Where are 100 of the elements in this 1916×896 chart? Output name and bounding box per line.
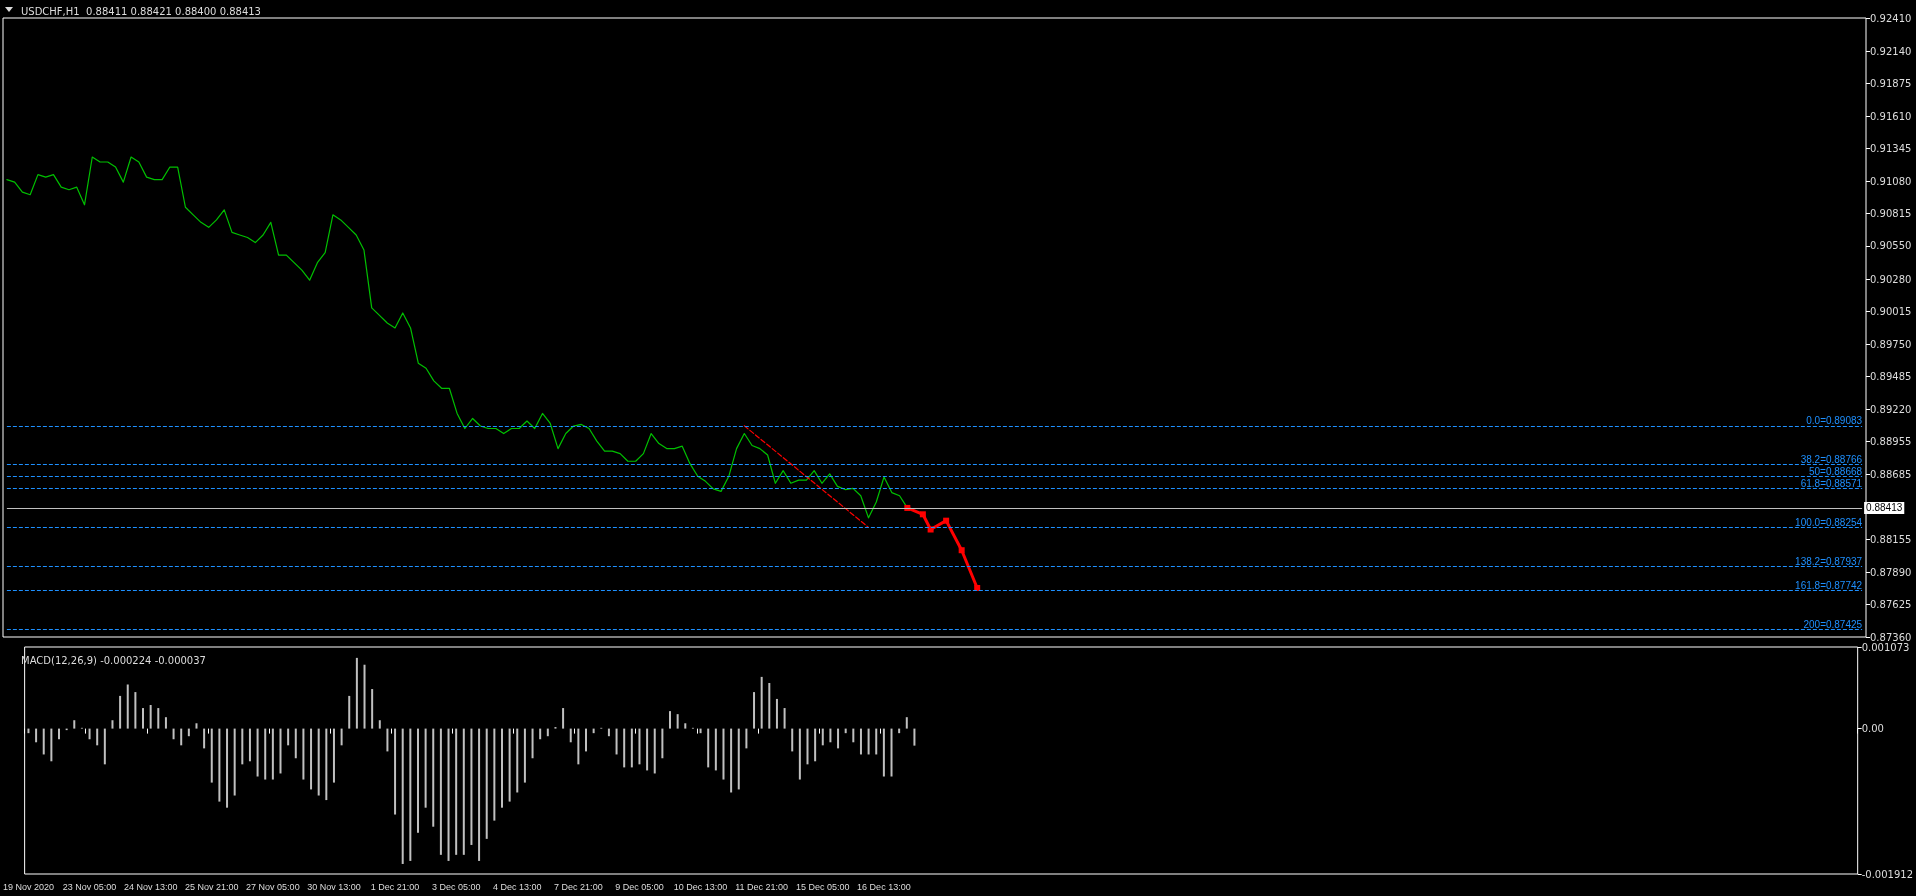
bar [676, 714, 679, 729]
ref-line-label: 100.0=0.88254 [1795, 516, 1863, 528]
y-tick-label: 0.92140 [1870, 45, 1912, 57]
bar [760, 676, 763, 729]
y-tick-label: 0.00 [1861, 723, 1884, 735]
y-tick-label: 0.92410 [1870, 12, 1912, 24]
bar [325, 728, 328, 801]
bar [707, 728, 710, 768]
ref-line-label: 161.8=0.87742 [1795, 579, 1863, 591]
bar [730, 728, 733, 793]
bar [226, 728, 229, 808]
bar [905, 717, 908, 729]
bar [714, 728, 717, 771]
y-tick-label: 0.001073 [1861, 641, 1910, 653]
y-tick-label: -0.001912 [1861, 868, 1913, 880]
bar [455, 728, 458, 855]
bar [302, 728, 305, 780]
bar [386, 728, 389, 752]
bar [607, 728, 610, 737]
bar [783, 708, 786, 729]
point [919, 511, 926, 518]
x-tick-label: 3 Dec 05:00 [431, 881, 481, 892]
bar [409, 728, 412, 861]
bar [737, 728, 740, 790]
x-tick-label: 27 Nov 05:00 [246, 881, 300, 892]
bar [73, 720, 76, 729]
bar [653, 728, 656, 774]
ref-line-label: 0.0=0.89083 [1806, 415, 1863, 427]
y-tick-label: 0.90280 [1870, 273, 1912, 285]
x-tick-label: 11 Dec 21:00 [735, 881, 789, 892]
bar [462, 728, 465, 855]
bar [371, 689, 374, 729]
bar [394, 728, 397, 815]
bar [172, 728, 175, 740]
bar [791, 728, 794, 752]
bar [500, 728, 503, 808]
bar [187, 728, 190, 737]
bar [378, 720, 381, 729]
bar [149, 705, 152, 729]
bar [684, 723, 687, 729]
bar [35, 728, 38, 743]
chart-title: USDCHF,H1 0.88411 0.88421 0.88400 0.88413 [21, 5, 261, 17]
bar [271, 728, 274, 780]
bar [103, 728, 106, 765]
bar [913, 728, 916, 746]
bar [859, 728, 862, 755]
bar [363, 664, 366, 729]
bar [248, 728, 251, 762]
y-tick-label: 0.90550 [1870, 240, 1912, 252]
ref-line-label: 61.8=0.88571 [1800, 478, 1863, 490]
bar [539, 728, 542, 740]
y-tick-label: 0.91080 [1870, 175, 1912, 187]
bar [119, 695, 122, 729]
point [943, 517, 950, 524]
bar [775, 698, 778, 729]
bar [882, 728, 885, 777]
bar [829, 728, 832, 743]
bar [722, 728, 725, 780]
x-tick-label: 25 Nov 21:00 [184, 881, 239, 892]
bar [416, 728, 419, 833]
bar [523, 728, 526, 783]
x-tick-label: 9 Dec 05:00 [615, 881, 664, 892]
bar [42, 728, 45, 755]
bar [287, 728, 290, 746]
y-tick-label: 0.91875 [1870, 78, 1912, 90]
y-tick-label: 0.89485 [1870, 371, 1912, 383]
bar [890, 728, 893, 777]
bar [180, 728, 183, 746]
bar [516, 728, 519, 793]
bar [88, 728, 91, 740]
x-tick-label: 30 Nov 13:00 [307, 881, 361, 892]
bar [630, 728, 633, 768]
x-tick-label: 16 Dec 13:00 [857, 881, 911, 892]
bar [279, 728, 282, 774]
bar [111, 720, 114, 729]
bar [852, 728, 855, 743]
x-tick-label: 24 Nov 13:00 [123, 881, 178, 892]
bar [806, 728, 809, 765]
bar [294, 728, 297, 759]
bar [546, 728, 549, 737]
bar [340, 728, 343, 746]
bar [577, 728, 580, 765]
bar [233, 728, 236, 796]
y-tick-label: 0.88955 [1870, 435, 1912, 447]
x-tick-label: 15 Dec 05:00 [796, 881, 850, 892]
x-tick-label: 19 Nov 2020 [2, 881, 54, 892]
bar [203, 728, 206, 749]
ref-line-label: 38.2=0.88766 [1800, 454, 1863, 466]
bar [142, 708, 145, 729]
y-tick-label: 0.87360 [1870, 631, 1912, 643]
y-tick-label: 0.89750 [1870, 338, 1912, 350]
bar [615, 728, 618, 755]
bar [485, 728, 488, 839]
bar [432, 728, 435, 827]
bar [531, 728, 534, 759]
bar [661, 728, 664, 759]
bar [768, 682, 771, 729]
x-tick-label: 23 Nov 05:00 [62, 881, 117, 892]
bar [332, 728, 335, 783]
bar [875, 728, 878, 755]
